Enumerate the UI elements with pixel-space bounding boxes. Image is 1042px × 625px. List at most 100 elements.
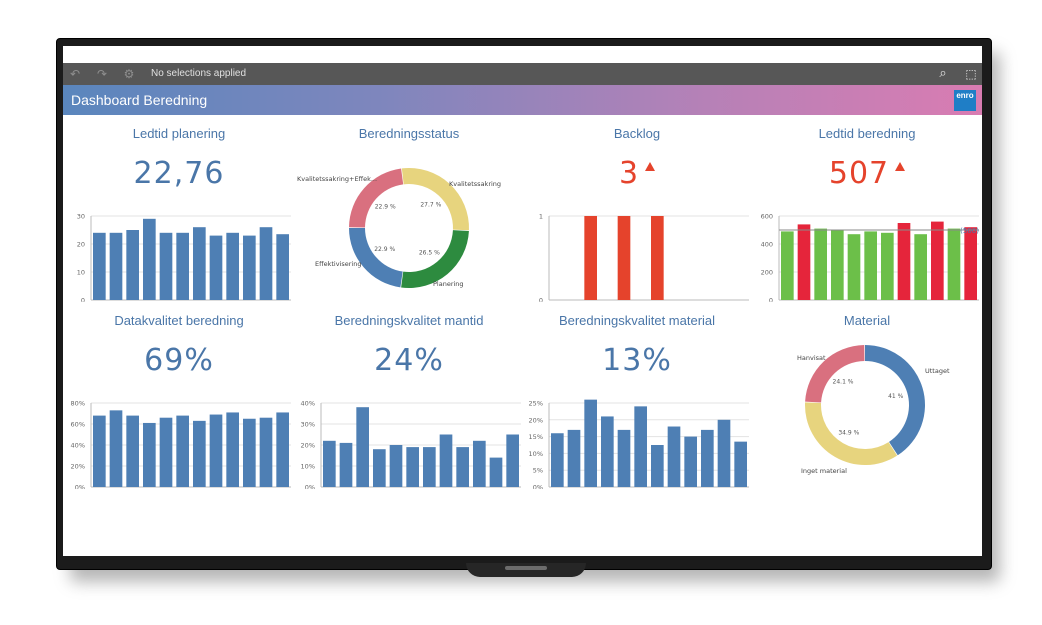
bar[interactable]	[109, 410, 123, 487]
bar[interactable]	[373, 449, 386, 487]
slice-value-label: 22.9 %	[375, 204, 396, 211]
panel-title: Ledtid beredning	[818, 126, 916, 141]
clear-selections-icon[interactable]: ⚙	[123, 67, 135, 81]
bar[interactable]	[323, 440, 336, 487]
bar[interactable]	[931, 221, 944, 300]
bar[interactable]	[734, 441, 747, 487]
bar[interactable]	[126, 230, 139, 300]
bar[interactable]	[243, 418, 256, 487]
bar[interactable]	[831, 230, 844, 300]
bar[interactable]	[701, 429, 714, 487]
panel-datakvalitet[interactable]: Datakvalitet beredning 69% 0% 20% 40% 60% 80…	[65, 303, 293, 489]
bar[interactable]	[209, 414, 223, 487]
bar[interactable]	[651, 445, 664, 487]
bar-chart[interactable]: 0 10 20 30	[65, 116, 293, 302]
bar[interactable]	[406, 447, 419, 487]
y-tick-label: 200	[761, 269, 773, 277]
bar[interactable]	[143, 218, 156, 300]
bar[interactable]	[914, 234, 927, 300]
forward-icon[interactable]: ↷	[96, 67, 108, 81]
bar[interactable]	[276, 412, 289, 487]
bar[interactable]	[797, 224, 811, 300]
bar[interactable]	[551, 433, 564, 487]
bar[interactable]	[259, 227, 273, 300]
bar[interactable]	[897, 223, 911, 300]
bar[interactable]	[814, 228, 827, 300]
back-icon[interactable]: ↶	[69, 67, 81, 81]
bar[interactable]	[243, 235, 256, 300]
bar[interactable]	[567, 429, 581, 487]
donut-slice[interactable]	[805, 345, 865, 403]
y-tick-label: 5%	[533, 467, 543, 475]
y-tick-label: 30	[77, 213, 85, 221]
panel-mantid[interactable]: Beredningskvalitet mantid 24% 0% 10% 20% 30…	[295, 303, 523, 489]
bar[interactable]	[964, 227, 977, 300]
bar[interactable]	[126, 415, 139, 487]
bar[interactable]	[617, 216, 631, 300]
bar[interactable]	[176, 232, 189, 300]
y-tick-label: 10%	[529, 450, 543, 458]
panel-ledtid-beredning[interactable]: Ledtid beredning 507 0 200 400 600 (500)	[753, 116, 981, 302]
donut-slice[interactable]	[401, 230, 469, 288]
donut-slice[interactable]	[349, 168, 404, 228]
bar[interactable]	[193, 420, 206, 487]
y-tick-label: 0%	[305, 484, 315, 490]
bar-chart[interactable]: 0% 20% 40% 60% 80%	[65, 303, 293, 489]
bar[interactable]	[339, 442, 353, 487]
donut-slice[interactable]	[865, 345, 925, 456]
bar[interactable]	[259, 417, 273, 487]
bar[interactable]	[473, 440, 486, 487]
bar[interactable]	[193, 227, 206, 300]
bar[interactable]	[667, 426, 681, 487]
bar[interactable]	[176, 415, 189, 487]
panel-beredningsstatus[interactable]: Beredningsstatus 27.7 % Kvalitetssakring 2…	[295, 116, 523, 302]
panel-ledtid-planering[interactable]: Ledtid planering 22,76 0 10 20 30	[65, 116, 293, 302]
donut-slice[interactable]	[805, 402, 898, 465]
bar[interactable]	[847, 234, 861, 300]
bar[interactable]	[389, 445, 403, 487]
panel-material[interactable]: Material 41 % Uttaget 34.9 % Inget material…	[753, 303, 981, 489]
bar[interactable]	[143, 422, 156, 487]
bar[interactable]	[881, 232, 894, 300]
bar[interactable]	[159, 417, 173, 487]
bar[interactable]	[684, 436, 697, 487]
search-icon[interactable]: ⌕	[939, 66, 947, 81]
bar[interactable]	[456, 447, 469, 487]
bar[interactable]	[489, 457, 503, 487]
donut-chart[interactable]: 27.7 % Kvalitetssakring 26.5 % Planering 22.…	[295, 116, 523, 302]
bar[interactable]	[864, 231, 877, 300]
bar[interactable]	[226, 412, 239, 487]
bar[interactable]	[356, 407, 369, 487]
bar-chart[interactable]: 0% 5% 10% 15% 20% 25%	[523, 303, 751, 489]
bar[interactable]	[717, 419, 731, 487]
bar[interactable]	[947, 228, 961, 300]
donut-chart[interactable]: 41 % Uttaget 34.9 % Inget material 24.1 % Han…	[753, 303, 981, 489]
bar[interactable]	[439, 434, 453, 488]
bar[interactable]	[226, 232, 239, 300]
bar[interactable]	[584, 399, 597, 487]
bar[interactable]	[209, 235, 223, 300]
bar[interactable]	[781, 231, 794, 300]
bar[interactable]	[584, 216, 597, 300]
selection-tool-icon[interactable]: ⬚	[965, 67, 977, 81]
tv-brand-logo	[505, 566, 547, 570]
bar[interactable]	[93, 232, 106, 300]
bar[interactable]	[159, 232, 173, 300]
bar[interactable]	[601, 416, 614, 487]
bar[interactable]	[617, 429, 631, 487]
bar-chart[interactable]: 0% 10% 20% 30% 40%	[295, 303, 523, 489]
bar[interactable]	[93, 415, 106, 487]
donut-slice[interactable]	[401, 168, 469, 231]
bar-chart[interactable]: 01	[523, 116, 751, 302]
donut-slice[interactable]	[349, 228, 403, 288]
bar[interactable]	[423, 447, 436, 487]
bar[interactable]	[276, 234, 289, 300]
panel-material-kvalitet[interactable]: Beredningskvalitet material 13% 0% 5% 10% 1…	[523, 303, 751, 489]
bar[interactable]	[506, 434, 519, 488]
slice-label: Planering	[433, 280, 464, 288]
bar[interactable]	[651, 216, 664, 300]
bar[interactable]	[634, 406, 647, 487]
bar-chart[interactable]: 0 200 400 600 (500)	[753, 116, 981, 303]
bar[interactable]	[109, 232, 123, 300]
